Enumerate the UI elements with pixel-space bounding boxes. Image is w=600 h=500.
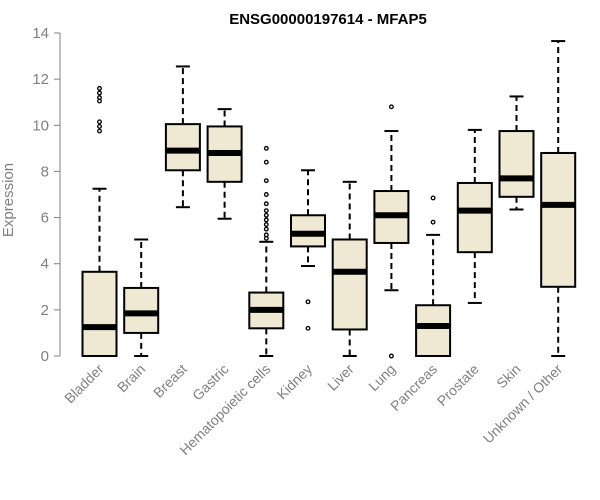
box-iqr [415, 304, 452, 357]
outlier-point [97, 128, 102, 134]
chart-title: ENSG00000197614 - MFAP5 [229, 11, 427, 28]
outlier-point [305, 325, 311, 331]
x-tick-label: Kidney [274, 361, 316, 403]
x-tick-label: Skin [493, 361, 524, 392]
outlier-point [97, 85, 102, 91]
box-iqr [540, 151, 577, 288]
outlier-point [430, 219, 436, 225]
box-breast [164, 65, 201, 209]
y-tick-label: 14 [32, 25, 49, 42]
y-tick-label: 0 [41, 348, 49, 365]
outlier-point [305, 299, 311, 305]
box-prostate [456, 128, 493, 304]
boxes-group [81, 40, 577, 359]
outlier-point [263, 212, 269, 218]
box-pancreas [415, 195, 452, 357]
outlier-point [263, 145, 269, 151]
x-tick-label: Lung [365, 361, 398, 394]
outlier-point [97, 119, 102, 125]
outlier-point [388, 104, 394, 110]
outlier-point [430, 195, 436, 201]
box-unknown-other [540, 40, 577, 357]
x-tick-label: Unknown / Other [480, 361, 566, 447]
outlier-point [263, 192, 269, 197]
y-axis-ticks: 0 2 4 6 8 10 12 14 [32, 25, 60, 365]
box-iqr [498, 130, 535, 198]
y-tick-label: 2 [41, 302, 49, 319]
outlier-point [263, 208, 269, 214]
outlier-point [97, 95, 102, 101]
x-tick-label: Breast [150, 361, 190, 401]
outlier-point [263, 232, 269, 238]
y-tick-label: 8 [41, 163, 49, 180]
y-tick-label: 12 [32, 71, 49, 88]
y-tick-label: 6 [41, 210, 49, 227]
box-liver [331, 180, 368, 357]
x-tick-label: Bladder [61, 361, 107, 407]
box-iqr [456, 181, 493, 254]
y-tick-label: 4 [41, 256, 49, 273]
box-iqr [331, 238, 368, 331]
outlier-point [263, 222, 269, 227]
x-tick-label: Prostate [434, 361, 482, 409]
box-lung [373, 104, 410, 359]
outlier-point [263, 217, 269, 223]
box-brain [123, 238, 160, 357]
outlier-point [263, 226, 269, 232]
outlier-point [263, 159, 269, 165]
box-iqr [164, 123, 201, 172]
outlier-point [263, 178, 269, 184]
outlier-point [97, 123, 102, 129]
box-hematopoietic-cells [248, 145, 285, 357]
outlier-point [263, 201, 269, 207]
box-bladder [81, 85, 118, 357]
x-tick-label: Liver [324, 361, 357, 394]
outlier-point [388, 353, 394, 359]
y-axis-label: Expression [0, 163, 17, 237]
box-skin [498, 95, 535, 211]
outlier-point [97, 90, 102, 96]
box-iqr [81, 270, 118, 357]
x-tick-label: Brain [114, 361, 148, 395]
box-gastric [206, 108, 243, 220]
y-tick-label: 10 [32, 117, 49, 134]
box-kidney [290, 169, 326, 331]
